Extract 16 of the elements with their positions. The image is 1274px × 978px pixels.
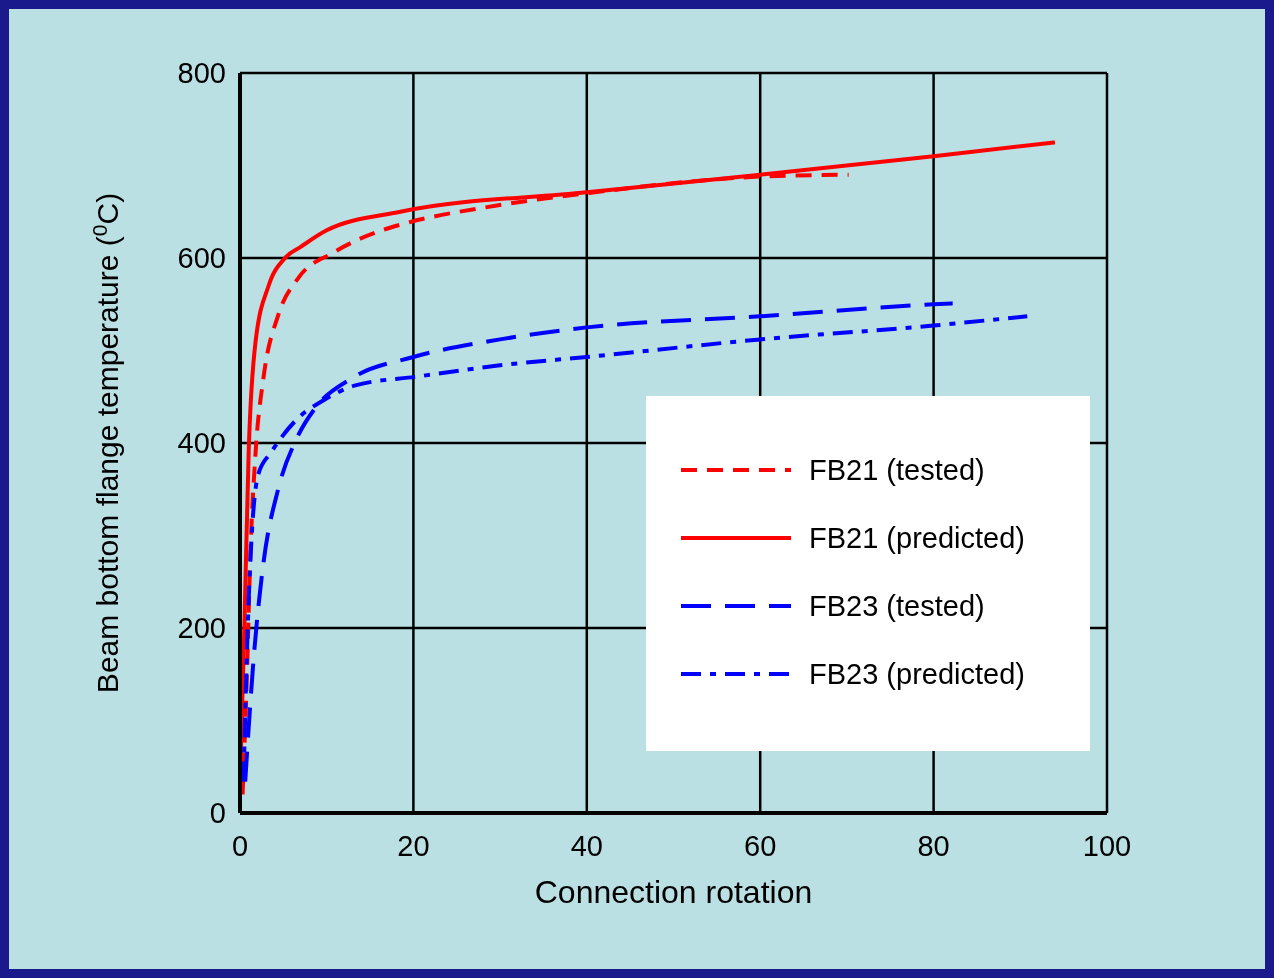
y-tick-label: 200 (177, 612, 226, 645)
legend-label: FB23 (tested) (809, 589, 985, 623)
x-tick-label: 0 (231, 829, 249, 862)
legend-label: FB21 (predicted) (809, 521, 1025, 555)
legend-label: FB21 (tested) (809, 453, 985, 487)
x-tick-label: 40 (570, 829, 603, 862)
legend-label: FB23 (predicted) (809, 657, 1025, 691)
x-tick-label: 80 (917, 829, 950, 862)
x-tick-label: 20 (397, 829, 430, 862)
x-axis-title: Connection rotation (534, 874, 813, 910)
y-tick-label: 0 (209, 797, 226, 830)
x-tick-label: 60 (744, 829, 777, 862)
y-tick-label: 400 (177, 427, 226, 460)
y-tick-label: 800 (177, 57, 226, 90)
x-tick-label: 100 (1082, 829, 1132, 862)
y-tick-label: 600 (177, 242, 226, 275)
